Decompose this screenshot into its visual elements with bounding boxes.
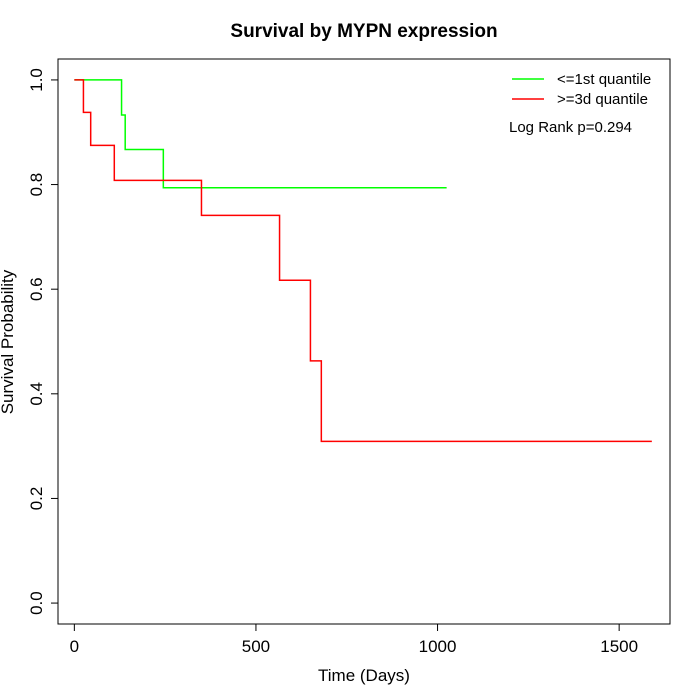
x-tick-label: 1500 bbox=[600, 637, 638, 656]
plot-frame bbox=[57, 58, 671, 625]
x-axis: 0 500 1000 1500 bbox=[70, 623, 638, 656]
y-tick-label: 0.0 bbox=[27, 591, 46, 615]
legend-label: <=1st quantile bbox=[557, 71, 651, 88]
y-tick-label: 0.4 bbox=[27, 382, 46, 406]
y-axis: 0.0 0.2 0.4 0.6 0.8 1.0 bbox=[27, 68, 59, 615]
x-tick-label: 500 bbox=[242, 637, 270, 656]
x-tick-label: 1000 bbox=[419, 637, 457, 656]
survival-curve bbox=[74, 79, 652, 443]
y-tick-label: 0.8 bbox=[27, 173, 46, 197]
legend-label: >=3d quantile bbox=[557, 91, 648, 108]
y-axis-label: Survival Probability bbox=[0, 269, 17, 414]
y-tick-label: 1.0 bbox=[27, 68, 46, 92]
survival-curve bbox=[74, 79, 447, 189]
x-axis-label: Time (Days) bbox=[318, 666, 410, 685]
log-rank-annotation: Log Rank p=0.294 bbox=[509, 119, 632, 136]
y-tick-label: 0.6 bbox=[27, 277, 46, 301]
y-tick-label: 0.2 bbox=[27, 487, 46, 511]
chart-title: Survival by MYPN expression bbox=[230, 21, 497, 42]
x-tick-label: 0 bbox=[70, 637, 79, 656]
legend: <=1st quantile >=3d quantile bbox=[512, 71, 651, 108]
series-layer bbox=[74, 79, 652, 443]
